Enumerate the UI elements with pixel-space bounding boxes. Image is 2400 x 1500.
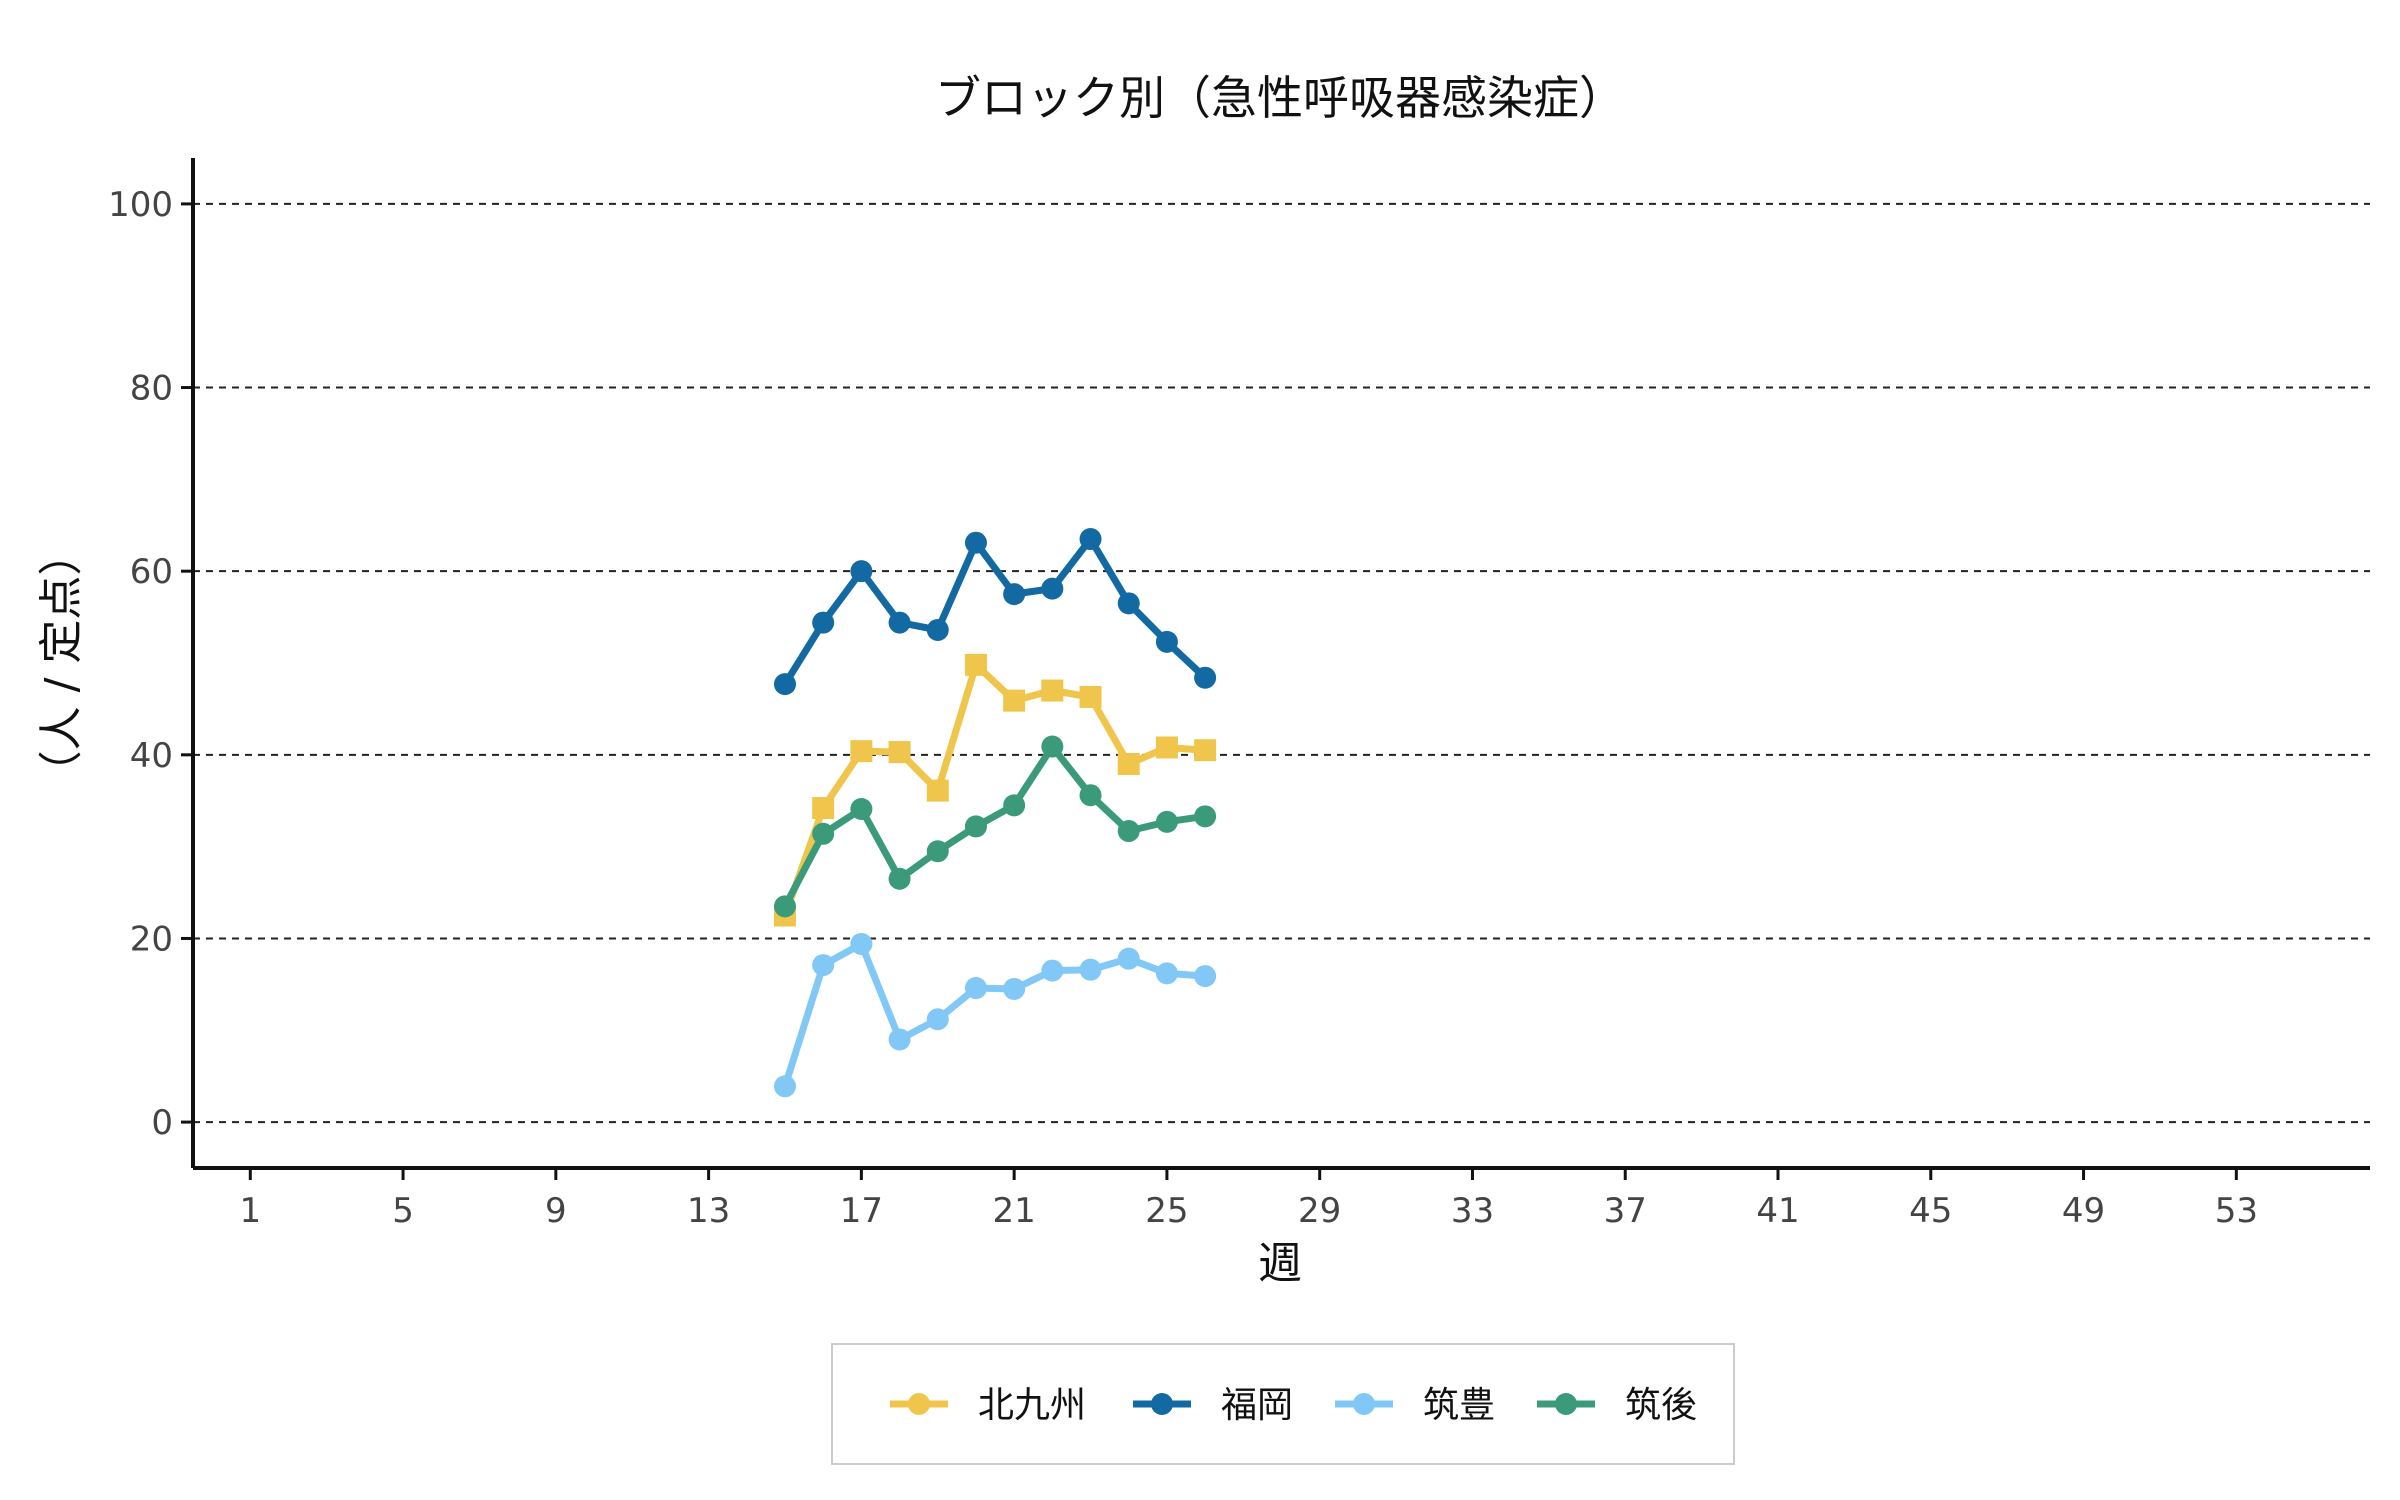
- x-tick-label: 29: [1298, 1191, 1341, 1231]
- data-point: [1003, 977, 1026, 1000]
- data-point: [888, 867, 911, 890]
- data-point: [964, 815, 987, 838]
- data-point: [1003, 794, 1026, 817]
- x-tick-label: 49: [2062, 1191, 2105, 1231]
- y-tick-label: 40: [130, 736, 173, 776]
- data-point: [1117, 592, 1140, 615]
- data-point: [1117, 753, 1140, 775]
- x-tick-label: 41: [1756, 1191, 1799, 1231]
- series-line: [781, 661, 1209, 919]
- x-tick-label: 45: [1909, 1191, 1952, 1231]
- y-tick-label: 100: [108, 185, 173, 225]
- x-tick-label: 9: [545, 1191, 567, 1231]
- y-tick-label: 80: [130, 369, 173, 409]
- data-point: [926, 1008, 949, 1031]
- y-tick-label: 20: [130, 919, 173, 959]
- legend-label: 筑豊: [1423, 1385, 1495, 1426]
- legend-swatch-marker: [908, 1393, 930, 1415]
- y-axis-title: （人 / 定点）: [36, 532, 87, 795]
- series-layer: [773, 528, 1217, 1098]
- data-point: [1041, 679, 1064, 702]
- gridlines: [193, 202, 2370, 1124]
- legend-label: 福岡: [1221, 1385, 1293, 1426]
- data-point: [1155, 810, 1178, 833]
- data-point: [926, 840, 949, 863]
- legend-item: 筑後: [1537, 1385, 1697, 1426]
- legend-label: 北九州: [978, 1385, 1086, 1426]
- data-point: [1117, 947, 1140, 970]
- x-tick-label: 25: [1145, 1191, 1188, 1231]
- data-point: [926, 779, 949, 802]
- legend-item: 筑豊: [1335, 1385, 1495, 1426]
- data-point: [850, 740, 873, 763]
- legend: 北九州 福岡 筑豊 筑後: [831, 1343, 1735, 1465]
- legend-swatch-marker: [1555, 1393, 1577, 1415]
- axes: [191, 158, 2370, 1170]
- data-point: [1003, 689, 1026, 712]
- legend-item: 福岡: [1133, 1385, 1293, 1426]
- data-point: [812, 797, 835, 820]
- data-point: [964, 653, 987, 676]
- x-tick-label: 53: [2215, 1191, 2258, 1231]
- data-point: [850, 797, 873, 820]
- x-axis-title: 週: [1258, 1238, 1302, 1289]
- x-ticks: 1 5 9 13 17 21 25 29 33 37 41 45 49 53: [239, 1168, 2258, 1231]
- x-tick-label: 21: [993, 1191, 1036, 1231]
- data-point: [964, 531, 987, 554]
- x-tick-label: 5: [392, 1191, 414, 1231]
- data-point: [850, 560, 873, 583]
- data-point: [1155, 630, 1178, 653]
- series-1: [773, 653, 1217, 927]
- data-point: [812, 611, 835, 634]
- data-point: [1194, 805, 1217, 828]
- data-point: [812, 822, 835, 845]
- data-point: [1194, 965, 1217, 988]
- chart-title: ブロック別（急性呼吸器感染症）: [935, 71, 1625, 125]
- legend-swatch-marker: [1151, 1393, 1173, 1415]
- series-3: [773, 932, 1217, 1098]
- data-point: [1079, 528, 1102, 551]
- data-point: [773, 895, 796, 918]
- y-ticks: 0 20 40 60 80 100: [108, 185, 193, 1143]
- series-4: [773, 735, 1217, 918]
- data-point: [773, 673, 796, 696]
- data-point: [1155, 962, 1178, 985]
- x-tick-label: 1: [239, 1191, 261, 1231]
- data-point: [888, 741, 911, 764]
- data-point: [1041, 735, 1064, 758]
- data-point: [1194, 739, 1217, 762]
- data-point: [1079, 685, 1102, 708]
- data-point: [1155, 736, 1178, 759]
- data-point: [1117, 820, 1140, 843]
- data-point: [964, 977, 987, 1000]
- legend-item: 北九州: [890, 1385, 1086, 1426]
- y-tick-label: 60: [130, 552, 173, 592]
- data-point: [773, 1075, 796, 1098]
- data-point: [812, 954, 835, 977]
- series-line: [781, 940, 1209, 1090]
- data-point: [888, 1028, 911, 1051]
- data-point: [1041, 577, 1064, 600]
- data-point: [888, 611, 911, 634]
- x-tick-label: 17: [840, 1191, 883, 1231]
- legend-label: 筑後: [1625, 1385, 1697, 1426]
- data-point: [1003, 583, 1026, 606]
- data-point: [1041, 959, 1064, 982]
- series-2: [773, 528, 1217, 696]
- x-tick-label: 33: [1451, 1191, 1494, 1231]
- data-point: [1079, 784, 1102, 807]
- series-line: [781, 535, 1209, 688]
- data-point: [1079, 958, 1102, 981]
- x-tick-label: 13: [687, 1191, 730, 1231]
- data-point: [850, 932, 873, 955]
- data-point: [1194, 666, 1217, 689]
- data-point: [926, 618, 949, 641]
- legend-swatch-marker: [1353, 1393, 1375, 1415]
- y-tick-label: 0: [151, 1103, 173, 1143]
- x-tick-label: 37: [1604, 1191, 1647, 1231]
